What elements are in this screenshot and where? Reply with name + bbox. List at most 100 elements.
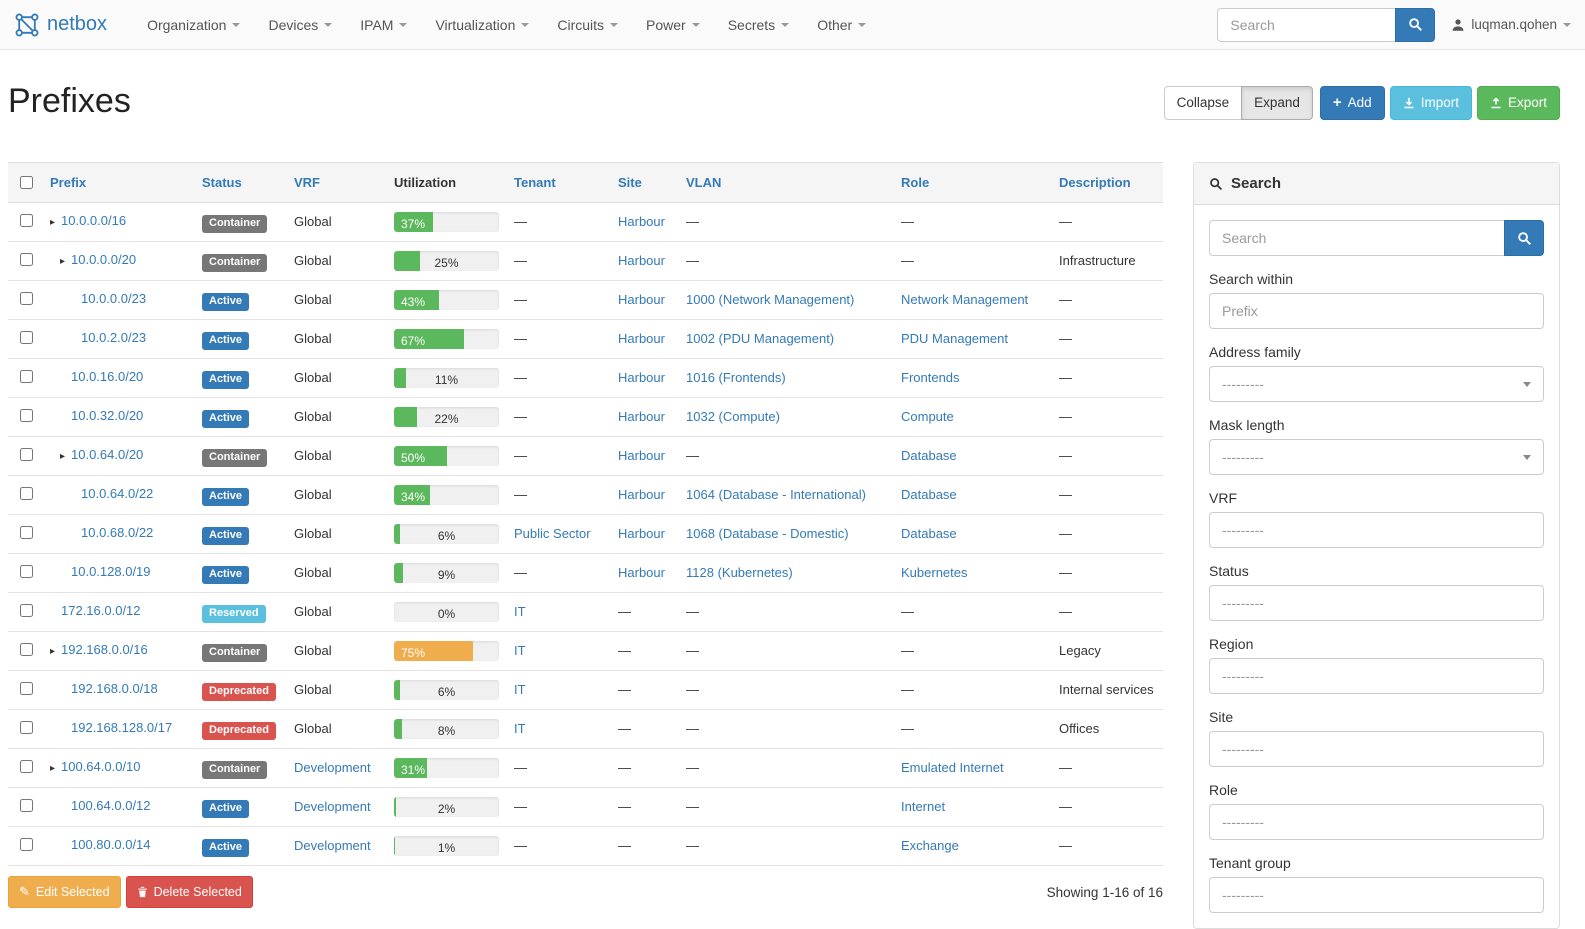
site-link[interactable]: Harbour <box>618 487 665 502</box>
filter-address-family-select[interactable]: --------- <box>1209 366 1544 402</box>
row-checkbox[interactable] <box>20 721 33 734</box>
tenant-link[interactable]: IT <box>514 721 526 736</box>
row-checkbox[interactable] <box>20 526 33 539</box>
edit-selected-button[interactable]: ✎ Edit Selected <box>8 876 121 908</box>
delete-selected-button[interactable]: Delete Selected <box>125 876 253 908</box>
column-header[interactable]: Status <box>194 162 286 203</box>
site-link[interactable]: Harbour <box>618 253 665 268</box>
prefix-link[interactable]: 10.0.128.0/19 <box>71 564 151 579</box>
role-link[interactable]: PDU Management <box>901 331 1008 346</box>
site-link[interactable]: Harbour <box>618 409 665 424</box>
row-checkbox[interactable] <box>20 253 33 266</box>
column-header[interactable]: Site <box>610 162 678 203</box>
filter-status-select[interactable]: --------- <box>1209 585 1544 621</box>
filter-search-button[interactable] <box>1504 220 1544 256</box>
filter-site-select[interactable]: --------- <box>1209 731 1544 767</box>
row-checkbox[interactable] <box>20 604 33 617</box>
import-button[interactable]: Import <box>1389 86 1472 120</box>
role-link[interactable]: Kubernetes <box>901 565 968 580</box>
site-link[interactable]: Harbour <box>618 214 665 229</box>
vlan-link[interactable]: 1000 (Network Management) <box>686 292 855 307</box>
column-header[interactable]: VRF <box>286 162 386 203</box>
tenant-link[interactable]: Public Sector <box>514 526 591 541</box>
role-link[interactable]: Frontends <box>901 370 960 385</box>
row-checkbox[interactable] <box>20 643 33 656</box>
role-link[interactable]: Emulated Internet <box>901 760 1004 775</box>
role-link[interactable]: Compute <box>901 409 954 424</box>
site-link[interactable]: Harbour <box>618 331 665 346</box>
column-header[interactable]: VLAN <box>678 162 893 203</box>
prefix-link[interactable]: 192.168.0.0/18 <box>71 681 158 696</box>
site-link[interactable]: Harbour <box>618 448 665 463</box>
prefix-link[interactable]: 10.0.0.0/23 <box>81 291 147 306</box>
role-link[interactable]: Exchange <box>901 838 959 853</box>
prefix-link[interactable]: 10.0.32.0/20 <box>71 408 144 423</box>
prefix-link[interactable]: 192.168.128.0/17 <box>71 720 173 735</box>
row-checkbox[interactable] <box>20 487 33 500</box>
nav-menu-item[interactable]: Power <box>632 0 714 50</box>
expand-button[interactable]: Expand <box>1241 86 1313 120</box>
prefix-link[interactable]: 10.0.68.0/22 <box>81 525 154 540</box>
prefix-link[interactable]: 192.168.0.0/16 <box>61 642 148 657</box>
prefix-link[interactable]: 10.0.0.0/16 <box>61 213 127 228</box>
global-search-button[interactable] <box>1395 7 1436 42</box>
vrf-link[interactable]: Development <box>294 838 371 853</box>
vlan-link[interactable]: 1016 (Frontends) <box>686 370 786 385</box>
site-link[interactable]: Harbour <box>618 526 665 541</box>
prefix-link[interactable]: 172.16.0.0/12 <box>61 603 141 618</box>
expand-arrow-icon[interactable]: ▸ <box>50 217 56 228</box>
site-link[interactable]: Harbour <box>618 565 665 580</box>
filter-mask-length-select[interactable]: --------- <box>1209 439 1544 475</box>
prefix-link[interactable]: 10.0.2.0/23 <box>81 330 147 345</box>
filter-vrf-select[interactable]: --------- <box>1209 512 1544 548</box>
filter-search-within-input[interactable] <box>1209 293 1544 329</box>
prefix-link[interactable]: 10.0.64.0/20 <box>71 447 144 462</box>
filter-role-select[interactable]: --------- <box>1209 804 1544 840</box>
netbox-brand[interactable]: netbox <box>14 12 107 38</box>
role-link[interactable]: Network Management <box>901 292 1029 307</box>
prefix-link[interactable]: 10.0.0.0/20 <box>71 252 137 267</box>
prefix-link[interactable]: 10.0.64.0/22 <box>81 486 154 501</box>
role-link[interactable]: Database <box>901 526 957 541</box>
filter-region-select[interactable]: --------- <box>1209 658 1544 694</box>
nav-menu-item[interactable]: Organization <box>133 0 254 50</box>
nav-menu-item[interactable]: Devices <box>254 0 346 50</box>
site-link[interactable]: Harbour <box>618 370 665 385</box>
nav-menu-item[interactable]: IPAM <box>346 0 421 50</box>
prefix-link[interactable]: 100.64.0.0/10 <box>61 759 141 774</box>
vlan-link[interactable]: 1002 (PDU Management) <box>686 331 835 346</box>
global-search-input[interactable] <box>1217 7 1396 42</box>
column-header[interactable]: Prefix <box>42 162 194 203</box>
role-link[interactable]: Database <box>901 448 957 463</box>
nav-menu-item[interactable]: Other <box>803 0 880 50</box>
export-button[interactable]: Export <box>1476 86 1560 120</box>
vrf-link[interactable]: Development <box>294 799 371 814</box>
vlan-link[interactable]: 1068 (Database - Domestic) <box>686 526 849 541</box>
row-checkbox[interactable] <box>20 214 33 227</box>
vrf-link[interactable]: Development <box>294 760 371 775</box>
row-checkbox[interactable] <box>20 448 33 461</box>
vlan-link[interactable]: 1128 (Kubernetes) <box>686 565 793 580</box>
row-checkbox[interactable] <box>20 370 33 383</box>
collapse-button[interactable]: Collapse <box>1163 86 1243 120</box>
row-checkbox[interactable] <box>20 409 33 422</box>
column-header[interactable]: Tenant <box>506 162 610 203</box>
add-button[interactable]: + Add <box>1319 86 1385 120</box>
tenant-link[interactable]: IT <box>514 643 526 658</box>
tenant-link[interactable]: IT <box>514 682 526 697</box>
site-link[interactable]: Harbour <box>618 292 665 307</box>
expand-arrow-icon[interactable]: ▸ <box>60 256 66 267</box>
expand-arrow-icon[interactable]: ▸ <box>50 763 56 774</box>
row-checkbox[interactable] <box>20 799 33 812</box>
vlan-link[interactable]: 1032 (Compute) <box>686 409 780 424</box>
prefix-link[interactable]: 100.64.0.0/12 <box>71 798 151 813</box>
prefix-link[interactable]: 10.0.16.0/20 <box>71 369 144 384</box>
nav-menu-item[interactable]: Secrets <box>714 0 803 50</box>
prefix-link[interactable]: 100.80.0.0/14 <box>71 837 151 852</box>
column-header[interactable]: Role <box>893 162 1051 203</box>
column-header[interactable]: Description <box>1051 162 1163 203</box>
column-header[interactable]: Utilization <box>386 162 506 203</box>
row-checkbox[interactable] <box>20 565 33 578</box>
user-menu[interactable]: luqman.qohen <box>1451 17 1571 32</box>
tenant-link[interactable]: IT <box>514 604 526 619</box>
